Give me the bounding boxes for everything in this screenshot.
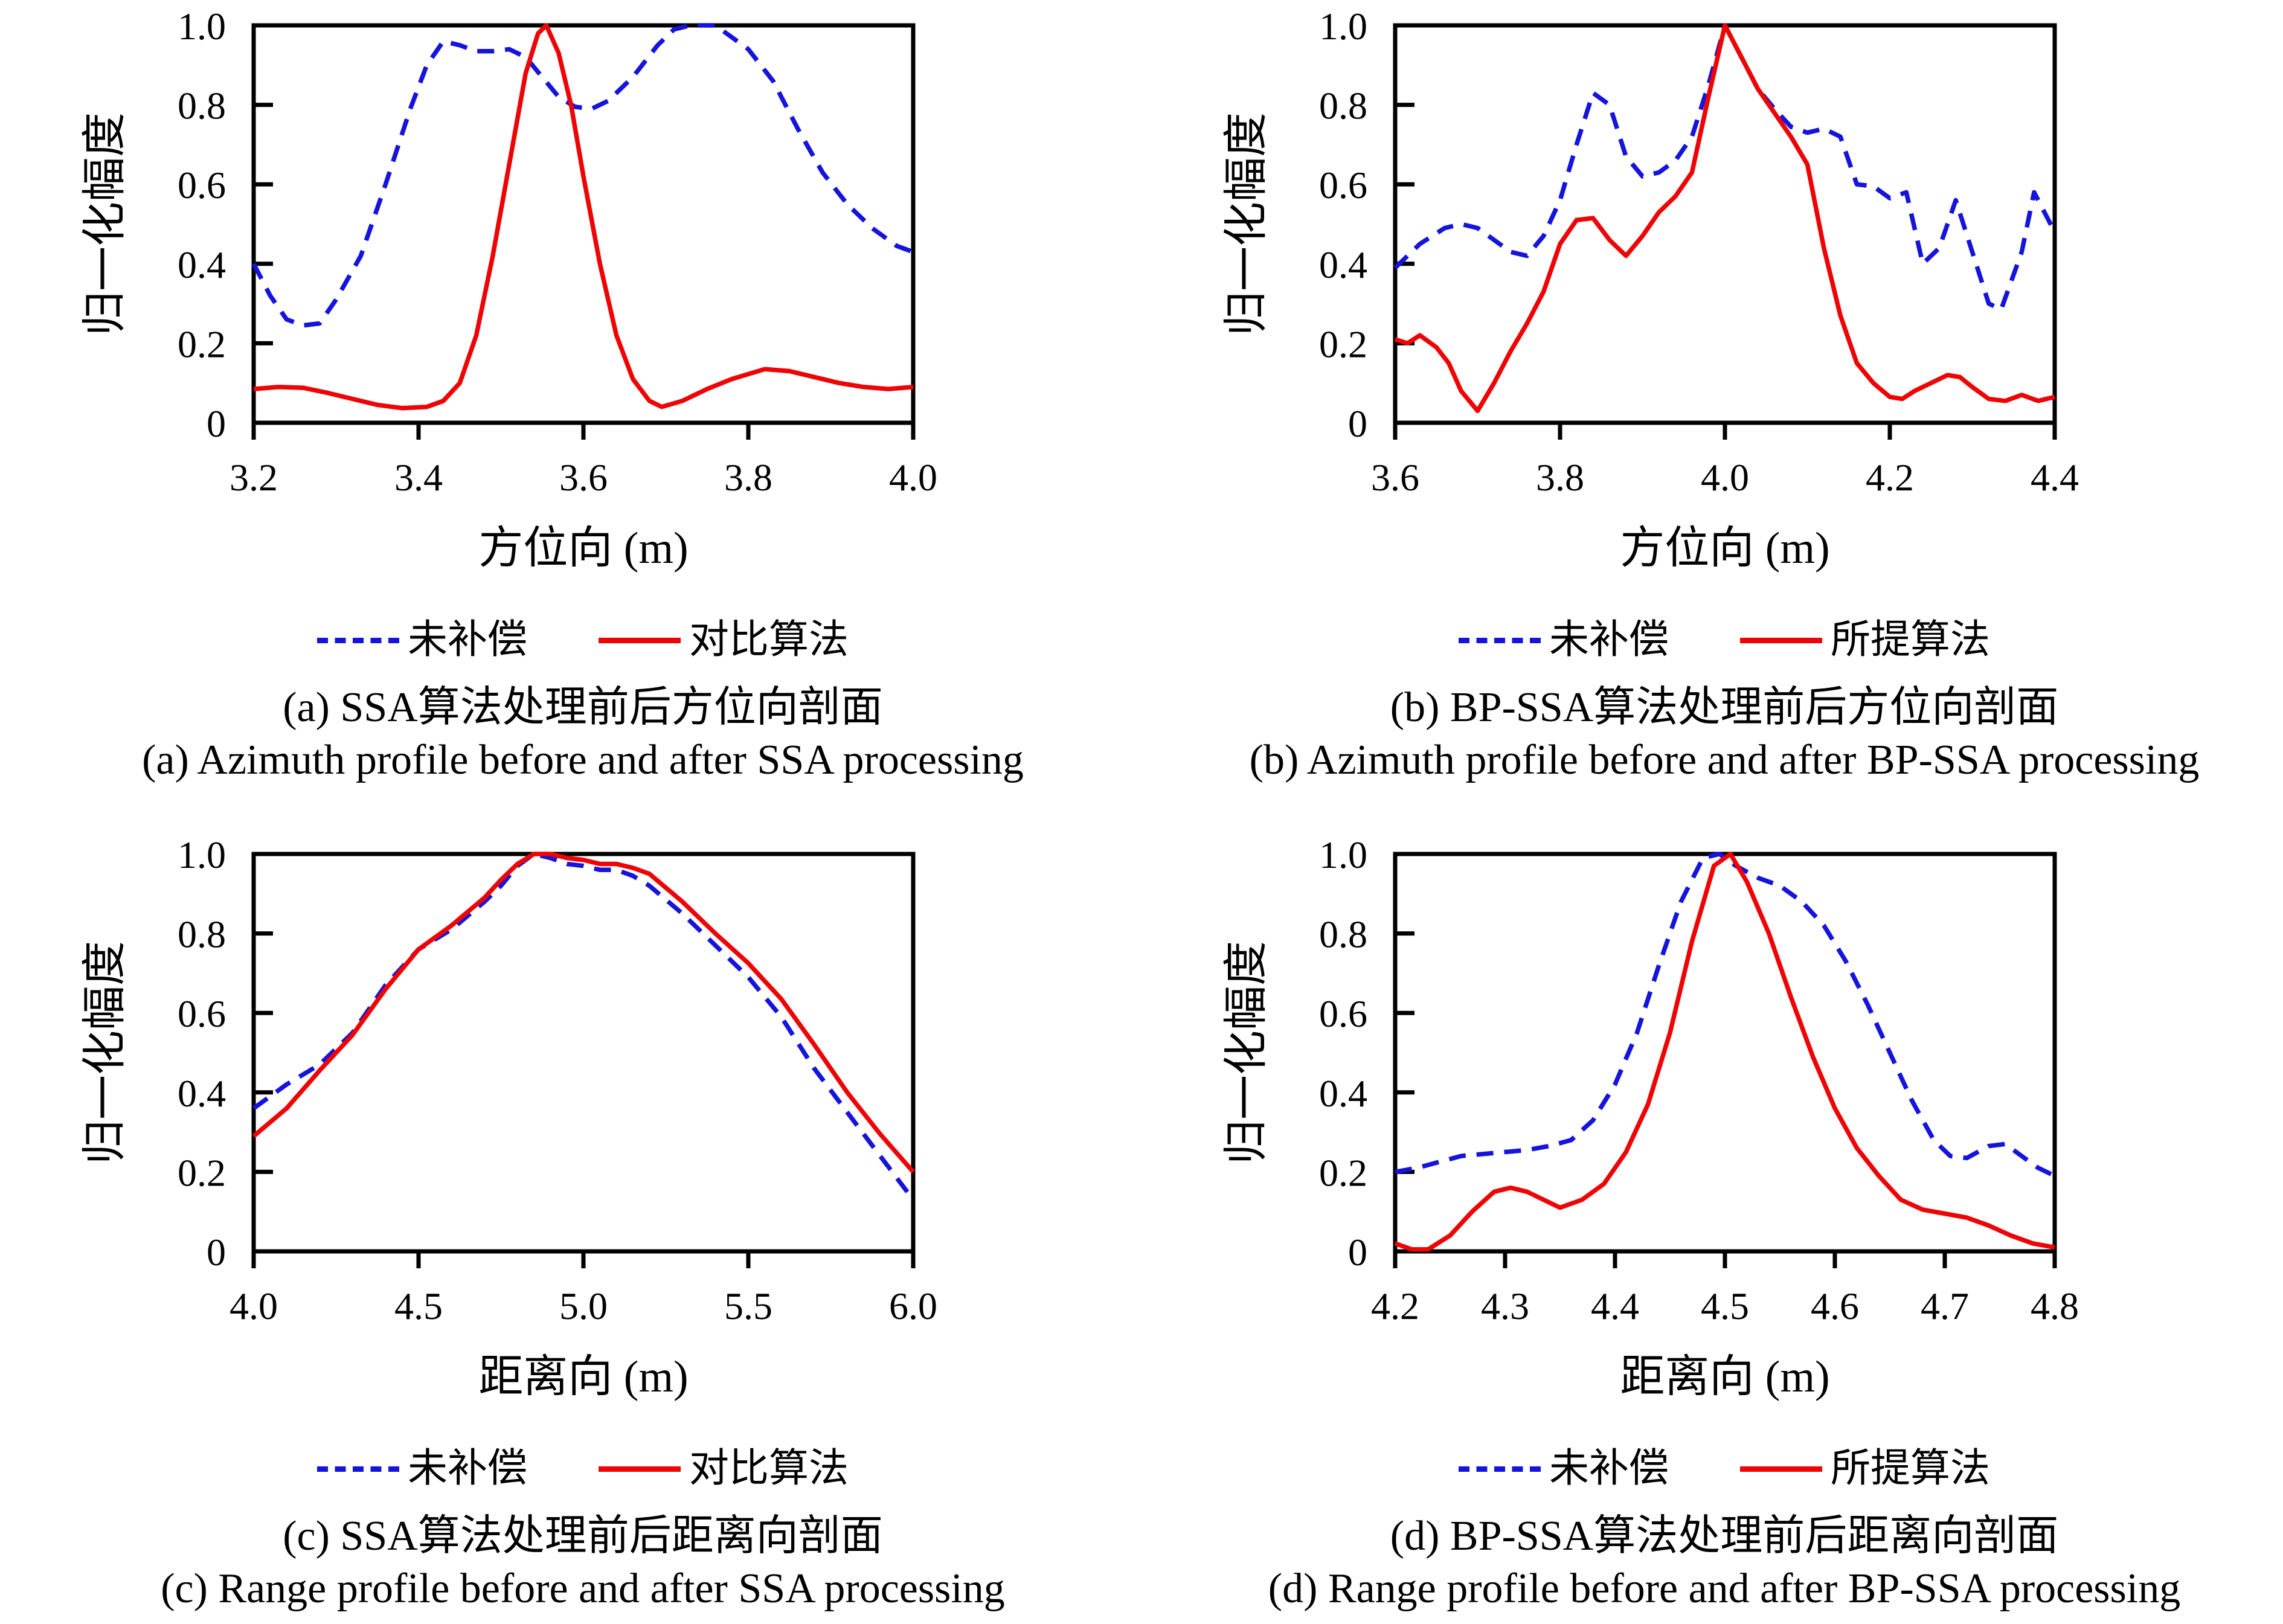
svg-text:0.6: 0.6: [1319, 164, 1367, 207]
svg-text:4.0: 4.0: [1701, 456, 1749, 499]
svg-text:0.6: 0.6: [178, 164, 226, 207]
svg-text:5.5: 5.5: [724, 1285, 772, 1327]
svg-text:归一化幅度: 归一化幅度: [1222, 941, 1271, 1164]
svg-text:0: 0: [207, 402, 226, 445]
svg-text:0.2: 0.2: [1319, 323, 1367, 365]
svg-text:3.6: 3.6: [1371, 456, 1419, 499]
legend-entry-uncompensated: 未补偿: [1459, 1449, 1669, 1489]
legend-label-comparison: 对比算法: [689, 1446, 849, 1491]
panel-c: 0 0.2 0.4 0.6 0.8 1.0 4.0 4.5 5.0 5.5 6.0 距离向 (m) 归一…: [0, 829, 1142, 1624]
caption-a-zh: (a) SSA算法处理前后方位向剖面: [283, 684, 883, 731]
svg-text:4.8: 4.8: [2031, 1285, 2079, 1327]
svg-text:4.4: 4.4: [1591, 1285, 1639, 1327]
svg-text:4.2: 4.2: [1866, 456, 1914, 499]
svg-text:5.0: 5.0: [559, 1285, 608, 1327]
solid-line-swatch-icon: [599, 637, 681, 643]
svg-text:3.6: 3.6: [559, 456, 608, 499]
legend-label-proposed: 所提算法: [1831, 1446, 1990, 1491]
caption-b-zh: (b) BP-SSA算法处理前后方位向剖面: [1390, 684, 2059, 731]
svg-text:1.0: 1.0: [1319, 833, 1367, 876]
svg-text:0.4: 0.4: [1319, 1072, 1367, 1115]
panel-b: 0 0.2 0.4 0.6 0.8 1.0 3.6 3.8 4.0 4.2 4.4 方位向 (m) 归一…: [1142, 0, 2283, 829]
legend-c: 未补偿 对比算法: [317, 1441, 849, 1497]
svg-text:0: 0: [1348, 402, 1367, 445]
solid-line-swatch-icon: [1740, 637, 1822, 643]
legend-label-uncompensated: 未补偿: [1549, 1446, 1669, 1491]
caption-c-en: (c) Range profile before and after SSA p…: [161, 1565, 1005, 1612]
svg-text:1.0: 1.0: [178, 5, 226, 48]
solid-line-swatch-icon: [1740, 1466, 1822, 1472]
svg-text:0.8: 0.8: [178, 85, 226, 127]
caption-d-zh: (d) BP-SSA算法处理前后距离向剖面: [1390, 1513, 2059, 1559]
svg-text:1.0: 1.0: [1319, 5, 1367, 48]
legend-entry-comparison: 对比算法: [599, 620, 849, 660]
range-bpssa-chart: 0 0.2 0.4 0.6 0.8 1.0 4.2 4.3 4.4 4.5 4.6 4.7 4.8 距离向…: [1222, 833, 2079, 1402]
svg-text:4.0: 4.0: [230, 1285, 278, 1327]
legend-b: 未补偿 所提算法: [1459, 612, 1990, 668]
legend-label-proposed: 所提算法: [1831, 618, 1990, 662]
legend-a: 未补偿 对比算法: [317, 612, 849, 668]
svg-text:4.6: 4.6: [1811, 1285, 1859, 1327]
svg-text:0.4: 0.4: [178, 243, 226, 286]
svg-text:0.2: 0.2: [178, 323, 226, 365]
svg-text:0.4: 0.4: [1319, 243, 1367, 286]
svg-text:0.8: 0.8: [1319, 85, 1367, 127]
svg-text:4.3: 4.3: [1481, 1285, 1529, 1327]
svg-text:方位向 (m): 方位向 (m): [478, 524, 688, 573]
svg-text:归一化幅度: 归一化幅度: [80, 112, 130, 336]
azimuth-bpssa-chart: 0 0.2 0.4 0.6 0.8 1.0 3.6 3.8 4.0 4.2 4.4 方位向 (m) 归一…: [1222, 5, 2079, 573]
dashed-line-swatch-icon: [317, 1466, 399, 1472]
legend-entry-uncompensated: 未补偿: [317, 1449, 527, 1489]
panel-a: 0 0.2 0.4 0.6 0.8 1.0 3.2 3.4 3.6 3.8 4.0 方位向 (m) 归一…: [0, 0, 1142, 829]
svg-text:0.6: 0.6: [178, 992, 226, 1035]
svg-text:0.2: 0.2: [1319, 1151, 1367, 1194]
dashed-line-swatch-icon: [317, 637, 399, 643]
caption-a-en: (a) Azimuth profile before and after SSA…: [142, 736, 1024, 783]
legend-entry-proposed: 所提算法: [1740, 1449, 1990, 1489]
legend-label-uncompensated: 未补偿: [408, 1446, 527, 1491]
caption-c-zh: (c) SSA算法处理前后距离向剖面: [283, 1513, 883, 1559]
panel-d: 0 0.2 0.4 0.6 0.8 1.0 4.2 4.3 4.4 4.5 4.6 4.7 4.8 距离向…: [1142, 829, 2283, 1624]
svg-text:距离向 (m): 距离向 (m): [1620, 1352, 1829, 1402]
svg-text:0.4: 0.4: [178, 1072, 226, 1115]
svg-text:0.6: 0.6: [1319, 992, 1367, 1035]
svg-text:3.8: 3.8: [724, 456, 772, 499]
svg-text:3.2: 3.2: [230, 456, 278, 499]
range-ssa-chart: 0 0.2 0.4 0.6 0.8 1.0 4.0 4.5 5.0 5.5 6.0 距离向 (m) 归一…: [80, 833, 937, 1402]
caption-b-en: (b) Azimuth profile before and after BP-…: [1249, 736, 2200, 783]
svg-text:3.4: 3.4: [394, 456, 443, 499]
solid-line-swatch-icon: [599, 1466, 681, 1472]
svg-text:4.0: 4.0: [889, 456, 937, 499]
svg-text:0: 0: [1348, 1231, 1367, 1274]
svg-text:0.8: 0.8: [178, 913, 226, 956]
svg-text:0: 0: [207, 1231, 226, 1274]
svg-text:4.5: 4.5: [394, 1285, 443, 1327]
svg-text:0.8: 0.8: [1319, 913, 1367, 956]
caption-d-en: (d) Range profile before and after BP-SS…: [1268, 1565, 2181, 1612]
dashed-line-swatch-icon: [1459, 1466, 1541, 1472]
azimuth-ssa-chart: 0 0.2 0.4 0.6 0.8 1.0 3.2 3.4 3.6 3.8 4.0 方位向 (m) 归一…: [80, 5, 937, 573]
dashed-line-swatch-icon: [1459, 637, 1541, 643]
svg-text:距离向 (m): 距离向 (m): [478, 1352, 688, 1402]
legend-entry-proposed: 所提算法: [1740, 620, 1990, 660]
svg-text:3.8: 3.8: [1536, 456, 1584, 499]
svg-text:4.7: 4.7: [1921, 1285, 1969, 1327]
svg-text:归一化幅度: 归一化幅度: [1222, 112, 1271, 336]
legend-entry-uncompensated: 未补偿: [1459, 620, 1669, 660]
svg-text:4.5: 4.5: [1701, 1285, 1749, 1327]
svg-text:归一化幅度: 归一化幅度: [80, 941, 130, 1164]
svg-text:方位向 (m): 方位向 (m): [1620, 524, 1829, 573]
svg-text:0.2: 0.2: [178, 1151, 226, 1194]
svg-text:6.0: 6.0: [889, 1285, 937, 1327]
svg-text:1.0: 1.0: [178, 833, 226, 876]
legend-label-uncompensated: 未补偿: [408, 618, 527, 662]
legend-d: 未补偿 所提算法: [1459, 1441, 1990, 1497]
legend-entry-uncompensated: 未补偿: [317, 620, 527, 660]
svg-text:4.2: 4.2: [1371, 1285, 1419, 1327]
legend-entry-comparison: 对比算法: [599, 1449, 849, 1489]
legend-label-comparison: 对比算法: [689, 618, 849, 662]
legend-label-uncompensated: 未补偿: [1549, 618, 1669, 662]
svg-text:4.4: 4.4: [2031, 456, 2079, 499]
